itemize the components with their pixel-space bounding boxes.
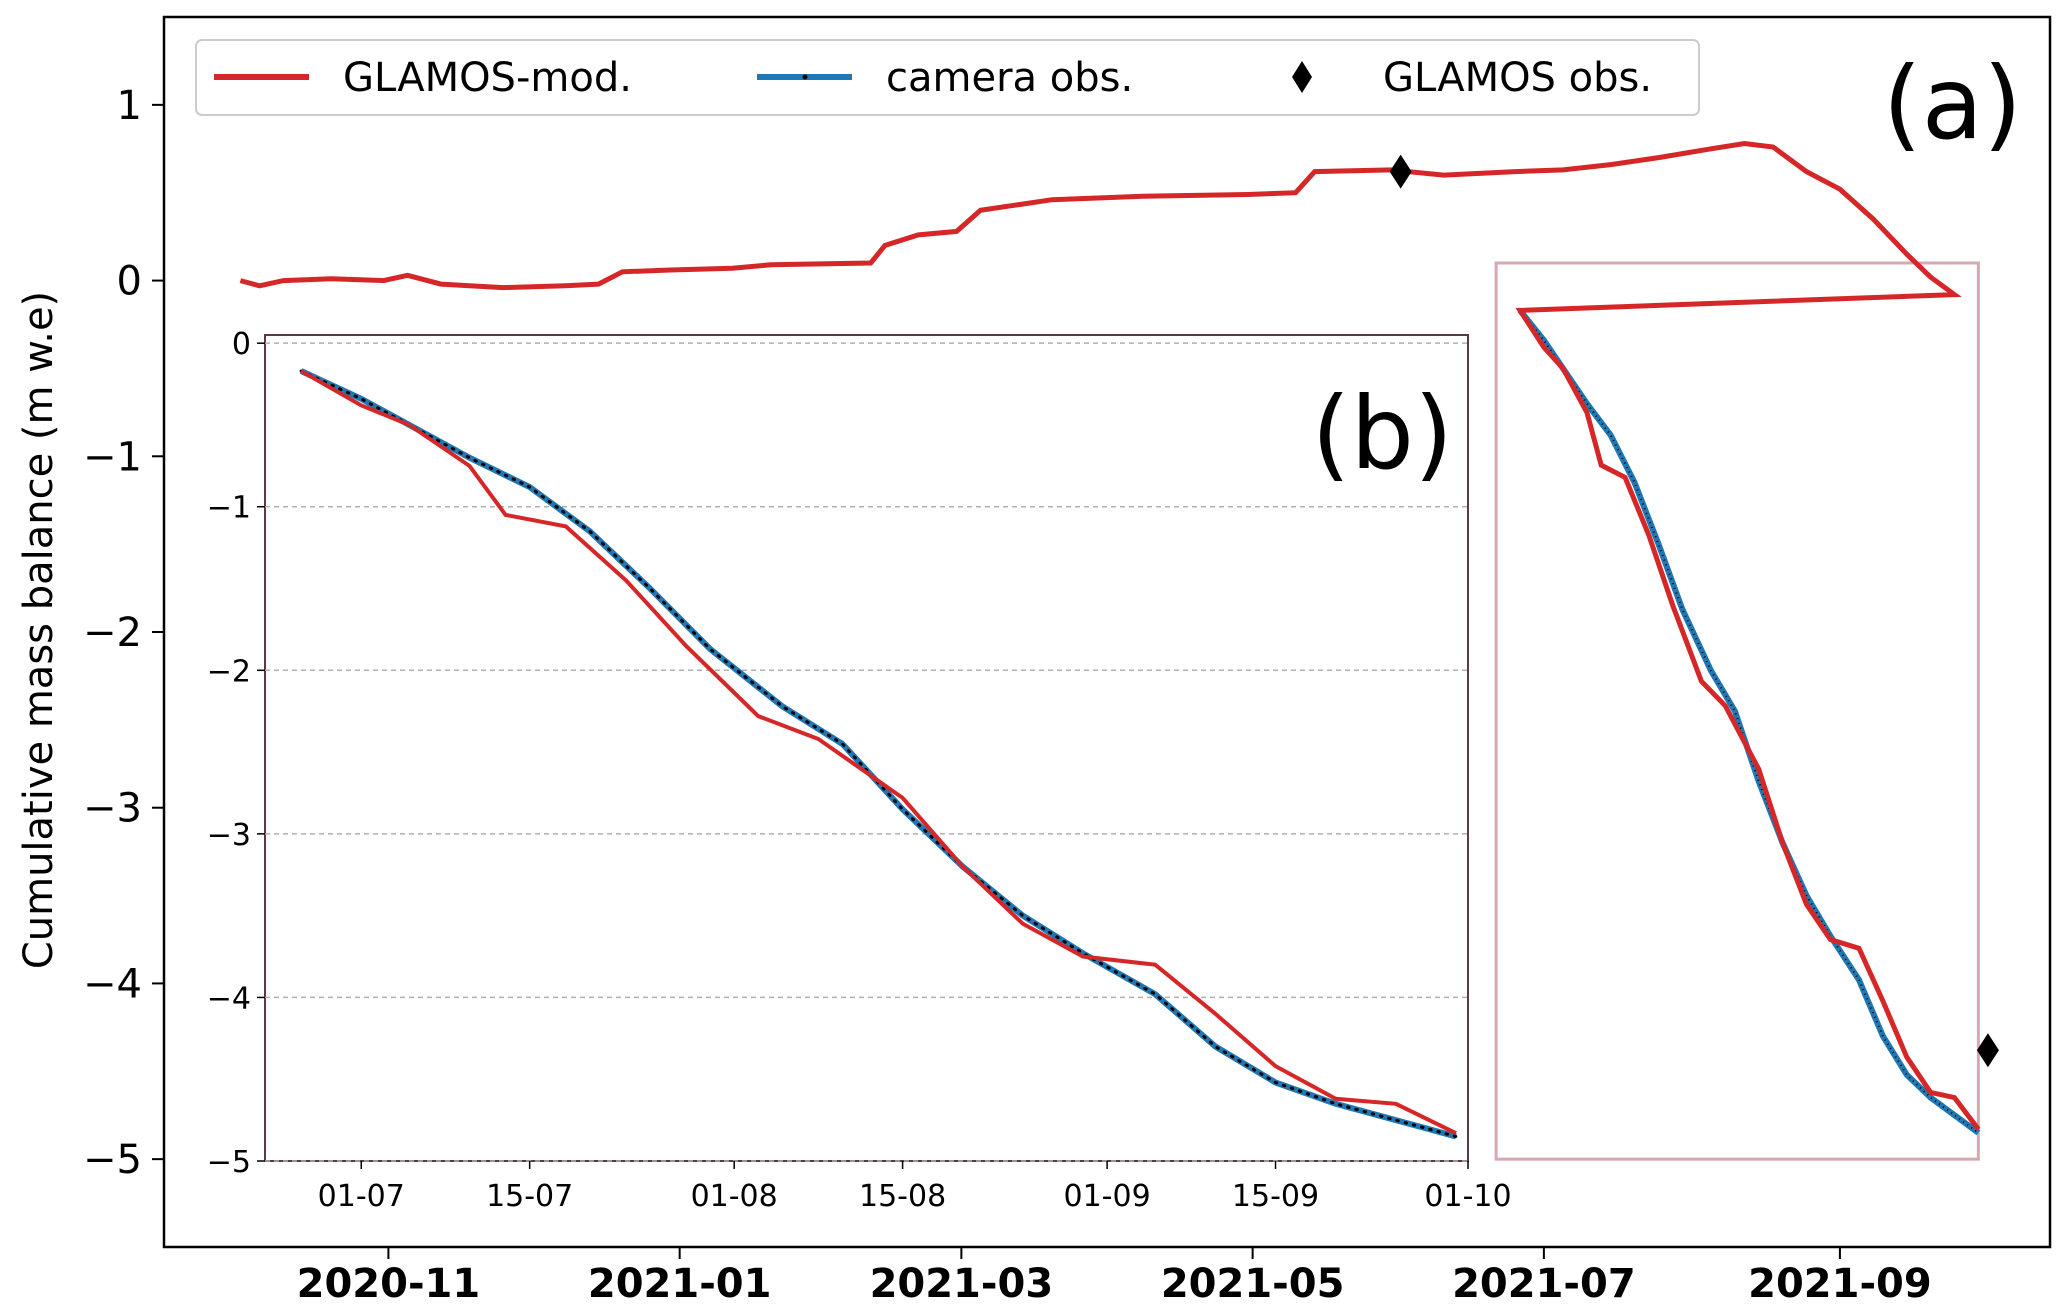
legend-label-1: camera obs.: [886, 55, 1133, 101]
y-tick-label-a: −2: [83, 610, 142, 656]
panel-a-label: (a): [1883, 45, 2022, 162]
x-tick-label-b: 01-09: [1064, 1179, 1151, 1214]
x-tick-label-b: 15-08: [859, 1179, 946, 1214]
x-tick-label-b: 15-07: [486, 1179, 573, 1214]
x-tick-label-a: 2021-07: [1452, 1261, 1636, 1307]
panel-b-label: (b): [1311, 375, 1453, 492]
y-tick-label-b: −4: [207, 981, 251, 1016]
glamos-obs-point: [1976, 1033, 1999, 1068]
y-tick-label-a: −3: [83, 786, 142, 832]
inset-highlight-box: [1494, 261, 1980, 1161]
x-tick-label-a: 2021-01: [588, 1261, 772, 1307]
axes-a-plot: 1 0 −1 −2 −3 −4 −5 2020-11 2021-01 2021-03 2021-05…: [83, 83, 1999, 1307]
y-tick-label-a: −5: [83, 1137, 142, 1183]
legend-label-0: GLAMOS-mod.: [343, 55, 632, 101]
glamos-mod-line-b: [300, 369, 1457, 1135]
y-tick-label-a: −1: [83, 434, 142, 480]
y-tick-label-b: −2: [207, 654, 251, 689]
y-tick-label-b: −5: [207, 1145, 251, 1180]
axes-b-inset: 0 −1 −2 −3 −4 −5 01-07 15-07 01-08 15-08 01-09 15-0…: [207, 327, 1512, 1214]
legend-dot-marker: [802, 74, 808, 80]
axes-b-frame: [264, 334, 1469, 1162]
x-tick-label-a: 2020-11: [297, 1261, 481, 1307]
glamos-obs-point: [1389, 154, 1412, 189]
x-tick-label-b: 01-07: [318, 1179, 405, 1214]
x-tick-label-b: 01-10: [1424, 1179, 1511, 1214]
y-axis-label: Cumulative mass balance (m w.e): [16, 291, 62, 969]
y-tick-label-b: 0: [232, 327, 251, 362]
x-tick-label-b: 15-09: [1232, 1179, 1319, 1214]
glamos-mod-line-a: [239, 140, 1981, 1131]
x-tick-label-a: 2021-09: [1748, 1261, 1932, 1307]
y-tick-label-a: 1: [117, 83, 142, 129]
y-tick-label-a: −4: [83, 961, 142, 1007]
y-tick-label-b: −3: [207, 818, 251, 853]
y-tick-label-a: 0: [117, 259, 142, 305]
x-tick-label-a: 2021-05: [1161, 1261, 1345, 1307]
y-tick-label-b: −1: [207, 491, 251, 526]
x-tick-label-b: 01-08: [691, 1179, 778, 1214]
legend-label-2: GLAMOS obs.: [1383, 55, 1652, 101]
x-tick-label-a: 2021-03: [870, 1261, 1054, 1307]
legend-glamos-obs-marker: [1292, 61, 1312, 93]
legend: GLAMOS-mod. camera obs. GLAMOS obs.: [195, 39, 1700, 116]
legend-frame: [195, 39, 1700, 116]
